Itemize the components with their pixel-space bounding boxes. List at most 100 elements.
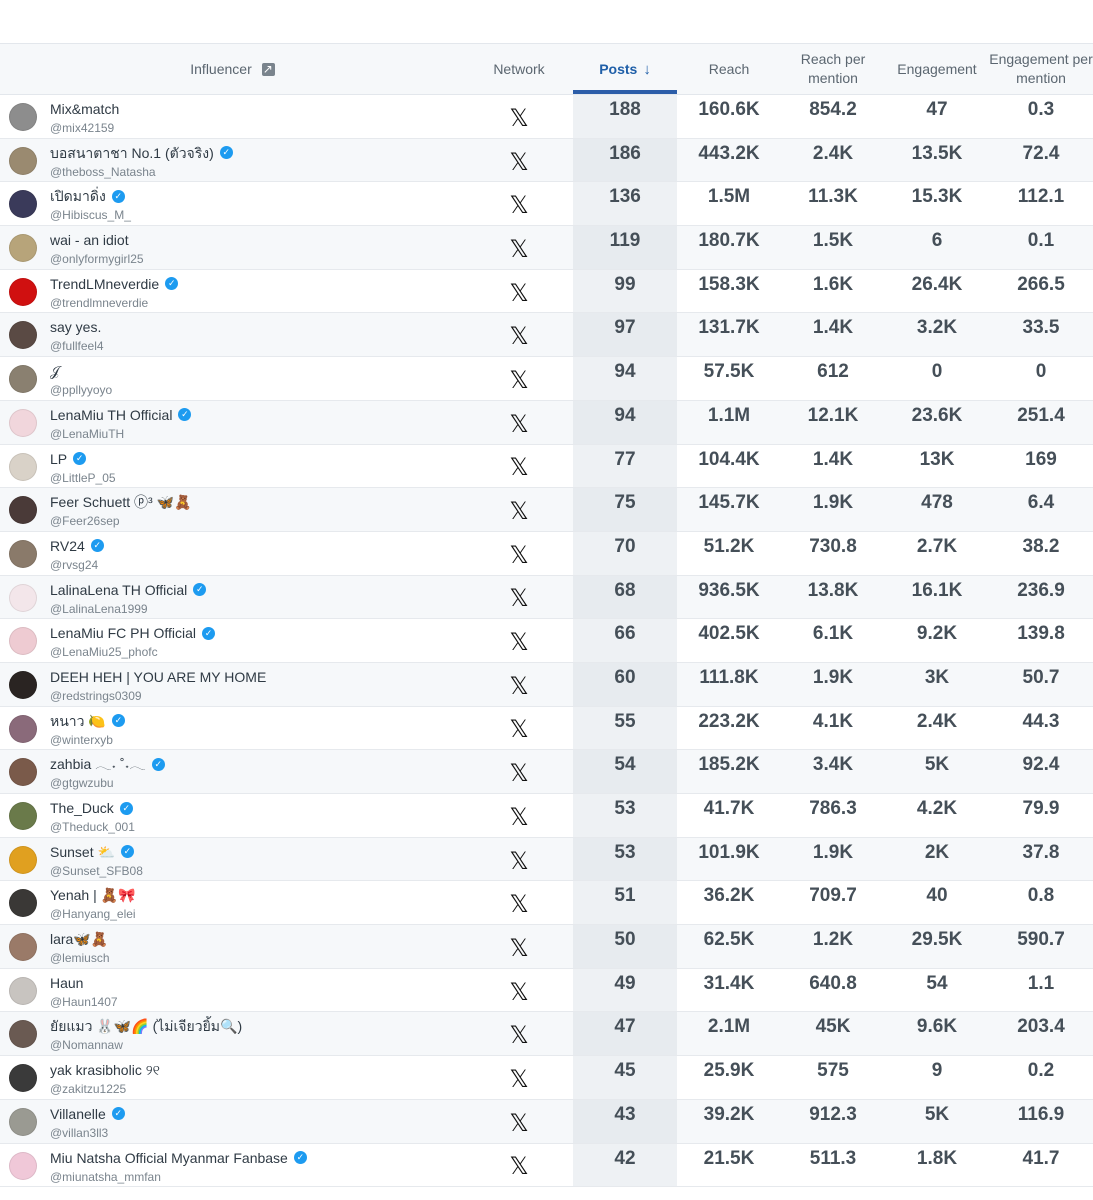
avatar[interactable] — [9, 1151, 37, 1180]
x-logo-icon[interactable]: 𝕏 — [509, 453, 529, 482]
table-row[interactable]: wai - an idiot @onlyformygirl25 𝕏 119 180.7K… — [0, 226, 1093, 270]
table-row[interactable]: ยัยแมว 🐰🦋🌈 (ไม่เจียวยิ้ม🔍) @Nomannaw 𝕏 47 2.… — [0, 1012, 1093, 1057]
influencer-cell[interactable]: Villanelle ✓ @villan3ll3 — [0, 1100, 465, 1143]
table-row[interactable]: LenaMiu FC PH Official ✓ @LenaMiu25_phofc 𝕏… — [0, 619, 1093, 663]
influencer-cell[interactable]: ยัยแมว 🐰🦋🌈 (ไม่เจียวยิ้ม🔍) @Nomannaw — [0, 1012, 465, 1055]
influencer-cell[interactable]: say yes. @fullfeel4 — [0, 313, 465, 356]
x-logo-icon[interactable]: 𝕏 — [509, 759, 529, 788]
x-logo-icon[interactable]: 𝕏 — [509, 147, 529, 176]
table-row[interactable]: zahbia 𓂃˖ ˚˖𓂃 ✓ @gtgwzubu 𝕏 54 185.2K 3.4K 5K 92… — [0, 750, 1093, 794]
x-logo-icon[interactable]: 𝕏 — [509, 890, 529, 919]
x-logo-icon[interactable]: 𝕏 — [509, 191, 529, 220]
influencer-name[interactable]: zahbia 𓂃˖ ˚˖𓂃 ✓ — [50, 756, 165, 772]
avatar[interactable] — [9, 583, 37, 612]
avatar[interactable] — [9, 190, 37, 219]
avatar[interactable] — [9, 933, 37, 962]
table-row[interactable]: yak krasibholic ୨୧ @zakitzu1225 𝕏 45 25.9K 57… — [0, 1056, 1093, 1100]
avatar[interactable] — [9, 321, 37, 350]
avatar[interactable] — [9, 670, 37, 699]
table-row[interactable]: หนาว 🍋 ✓ @winterxyb 𝕏 55 223.2K 4.1K 2.4K 44.3 — [0, 706, 1093, 751]
external-link-icon[interactable] — [261, 60, 275, 79]
table-row[interactable]: Yenah | 🧸🎀 @Hanyang_elei 𝕏 51 36.2K 709.7 40 0.… — [0, 881, 1093, 926]
influencer-cell[interactable]: Mix&match @mix42159 — [0, 95, 465, 138]
influencer-name[interactable]: Haun — [50, 975, 118, 991]
avatar[interactable] — [9, 539, 37, 568]
influencer-cell[interactable]: LenaMiu TH Official ✓ @LenaMiuTH — [0, 401, 465, 444]
influencer-name[interactable]: 𝒥 — [50, 363, 112, 379]
influencer-cell[interactable]: wai - an idiot @onlyformygirl25 — [0, 226, 465, 269]
influencer-cell[interactable]: The_Duck ✓ @Theduck_001 — [0, 794, 465, 837]
header-reach[interactable]: Reach — [708, 60, 750, 77]
influencer-name[interactable]: บอสนาตาชา No.1 (ตัวจริง) ✓ — [50, 145, 233, 161]
table-row[interactable]: Miu Natsha Official Myanmar Fanbase ✓ @miu… — [0, 1143, 1093, 1188]
influencer-cell[interactable]: yak krasibholic ୨୧ @zakitzu1225 — [0, 1056, 465, 1099]
x-logo-icon[interactable]: 𝕏 — [509, 671, 529, 700]
influencer-cell[interactable]: LenaMiu FC PH Official ✓ @LenaMiu25_phofc — [0, 619, 465, 662]
avatar[interactable] — [9, 146, 37, 175]
x-logo-icon[interactable]: 𝕏 — [509, 365, 529, 394]
influencer-name[interactable]: Mix&match — [50, 101, 119, 117]
influencer-cell[interactable]: เปิดมาดิ่ง ✓ @Hibiscus_M_ — [0, 182, 465, 225]
influencer-cell[interactable]: DEEH HEH | YOU ARE MY HOME @redstrings030… — [0, 663, 465, 706]
header-network[interactable]: Network — [493, 60, 545, 77]
influencer-cell[interactable]: Feer Schuett ⓟ³ 🦋🧸 @Feer26sep — [0, 488, 465, 531]
x-logo-icon[interactable]: 𝕏 — [509, 278, 529, 307]
table-row[interactable]: DEEH HEH | YOU ARE MY HOME @redstrings030… — [0, 662, 1093, 707]
influencer-name[interactable]: หนาว 🍋 ✓ — [50, 713, 125, 729]
influencer-cell[interactable]: lara🦋🧸 @lemiusch — [0, 925, 465, 968]
influencer-name[interactable]: Yenah | 🧸🎀 — [50, 887, 136, 903]
table-row[interactable]: say yes. @fullfeel4 𝕏 97 131.7K 1.4K 3.2K 33.5 — [0, 313, 1093, 358]
avatar[interactable] — [9, 889, 37, 918]
avatar[interactable] — [9, 627, 37, 656]
avatar[interactable] — [9, 234, 37, 263]
influencer-name[interactable]: Sunset ⛅ ✓ — [50, 844, 143, 860]
header-reach-per-mention[interactable]: Reach per mention — [800, 51, 866, 86]
table-row[interactable]: LP ✓ @LittleP_05 𝕏 77 104.4K 1.4K 13K 169 — [0, 444, 1093, 489]
x-logo-icon[interactable]: 𝕏 — [509, 322, 529, 351]
table-row[interactable]: lara🦋🧸 @lemiusch 𝕏 50 62.5K 1.2K 29.5K 590.7 — [0, 925, 1093, 969]
influencer-cell[interactable]: Haun @Haun1407 — [0, 969, 465, 1012]
avatar[interactable] — [9, 277, 37, 306]
avatar[interactable] — [9, 1107, 37, 1136]
header-engagement[interactable]: Engagement — [897, 60, 977, 77]
influencer-name[interactable]: เปิดมาดิ่ง ✓ — [50, 188, 131, 204]
table-row[interactable]: บอสนาตาชา No.1 (ตัวจริง) ✓ @theboss_Natash… — [0, 138, 1093, 183]
influencer-name[interactable]: lara🦋🧸 — [50, 931, 110, 947]
x-logo-icon[interactable]: 𝕏 — [509, 1064, 529, 1093]
x-logo-icon[interactable]: 𝕏 — [509, 409, 529, 438]
x-logo-icon[interactable]: 𝕏 — [509, 103, 529, 132]
influencer-cell[interactable]: บอสนาตาชา No.1 (ตัวจริง) ✓ @theboss_Natash… — [0, 139, 465, 182]
influencer-name[interactable]: LalinaLena TH Official ✓ — [50, 582, 207, 598]
avatar[interactable] — [9, 103, 37, 131]
influencer-cell[interactable]: zahbia 𓂃˖ ˚˖𓂃 ✓ @gtgwzubu — [0, 750, 465, 793]
table-row[interactable]: LalinaLena TH Official ✓ @LalinaLena1999 𝕏 6… — [0, 575, 1093, 620]
x-logo-icon[interactable]: 𝕏 — [509, 715, 529, 744]
influencer-cell[interactable]: Sunset ⛅ ✓ @Sunset_SFB08 — [0, 838, 465, 881]
x-logo-icon[interactable]: 𝕏 — [509, 1152, 529, 1181]
avatar[interactable] — [9, 976, 37, 1005]
avatar[interactable] — [9, 365, 37, 394]
avatar[interactable] — [9, 452, 37, 481]
avatar[interactable] — [9, 496, 37, 525]
avatar[interactable] — [9, 758, 37, 787]
avatar[interactable] — [9, 1020, 37, 1049]
table-row[interactable]: Haun @Haun1407 𝕏 49 31.4K 640.8 54 1.1 — [0, 968, 1093, 1013]
x-logo-icon[interactable]: 𝕏 — [509, 584, 529, 613]
avatar[interactable] — [9, 845, 37, 874]
influencer-cell[interactable]: RV24 ✓ @rvsg24 — [0, 532, 465, 575]
influencer-name[interactable]: Miu Natsha Official Myanmar Fanbase ✓ — [50, 1150, 307, 1166]
influencer-name[interactable]: LenaMiu TH Official ✓ — [50, 407, 192, 423]
influencer-name[interactable]: DEEH HEH | YOU ARE MY HOME — [50, 669, 266, 685]
table-row[interactable]: The_Duck ✓ @Theduck_001 𝕏 53 41.7K 786.3 4.2K 79… — [0, 794, 1093, 838]
x-logo-icon[interactable]: 𝕏 — [509, 1021, 529, 1050]
avatar[interactable] — [9, 802, 37, 830]
avatar[interactable] — [9, 408, 37, 437]
table-row[interactable]: Sunset ⛅ ✓ @Sunset_SFB08 𝕏 53 101.9K 1.9K 2K 37.… — [0, 837, 1093, 882]
x-logo-icon[interactable]: 𝕏 — [509, 846, 529, 875]
influencer-cell[interactable]: TrendLMneverdie ✓ @trendlmneverdie — [0, 270, 465, 313]
influencer-name[interactable]: LenaMiu FC PH Official ✓ — [50, 625, 216, 641]
table-row[interactable]: Mix&match @mix42159 𝕏 188 160.6K 854.2 47 0.3 — [0, 95, 1093, 139]
influencer-name[interactable]: yak krasibholic ୨୧ — [50, 1062, 160, 1078]
x-logo-icon[interactable]: 𝕏 — [509, 977, 529, 1006]
header-engagement-per-mention[interactable]: Engagement per mention — [989, 51, 1093, 86]
